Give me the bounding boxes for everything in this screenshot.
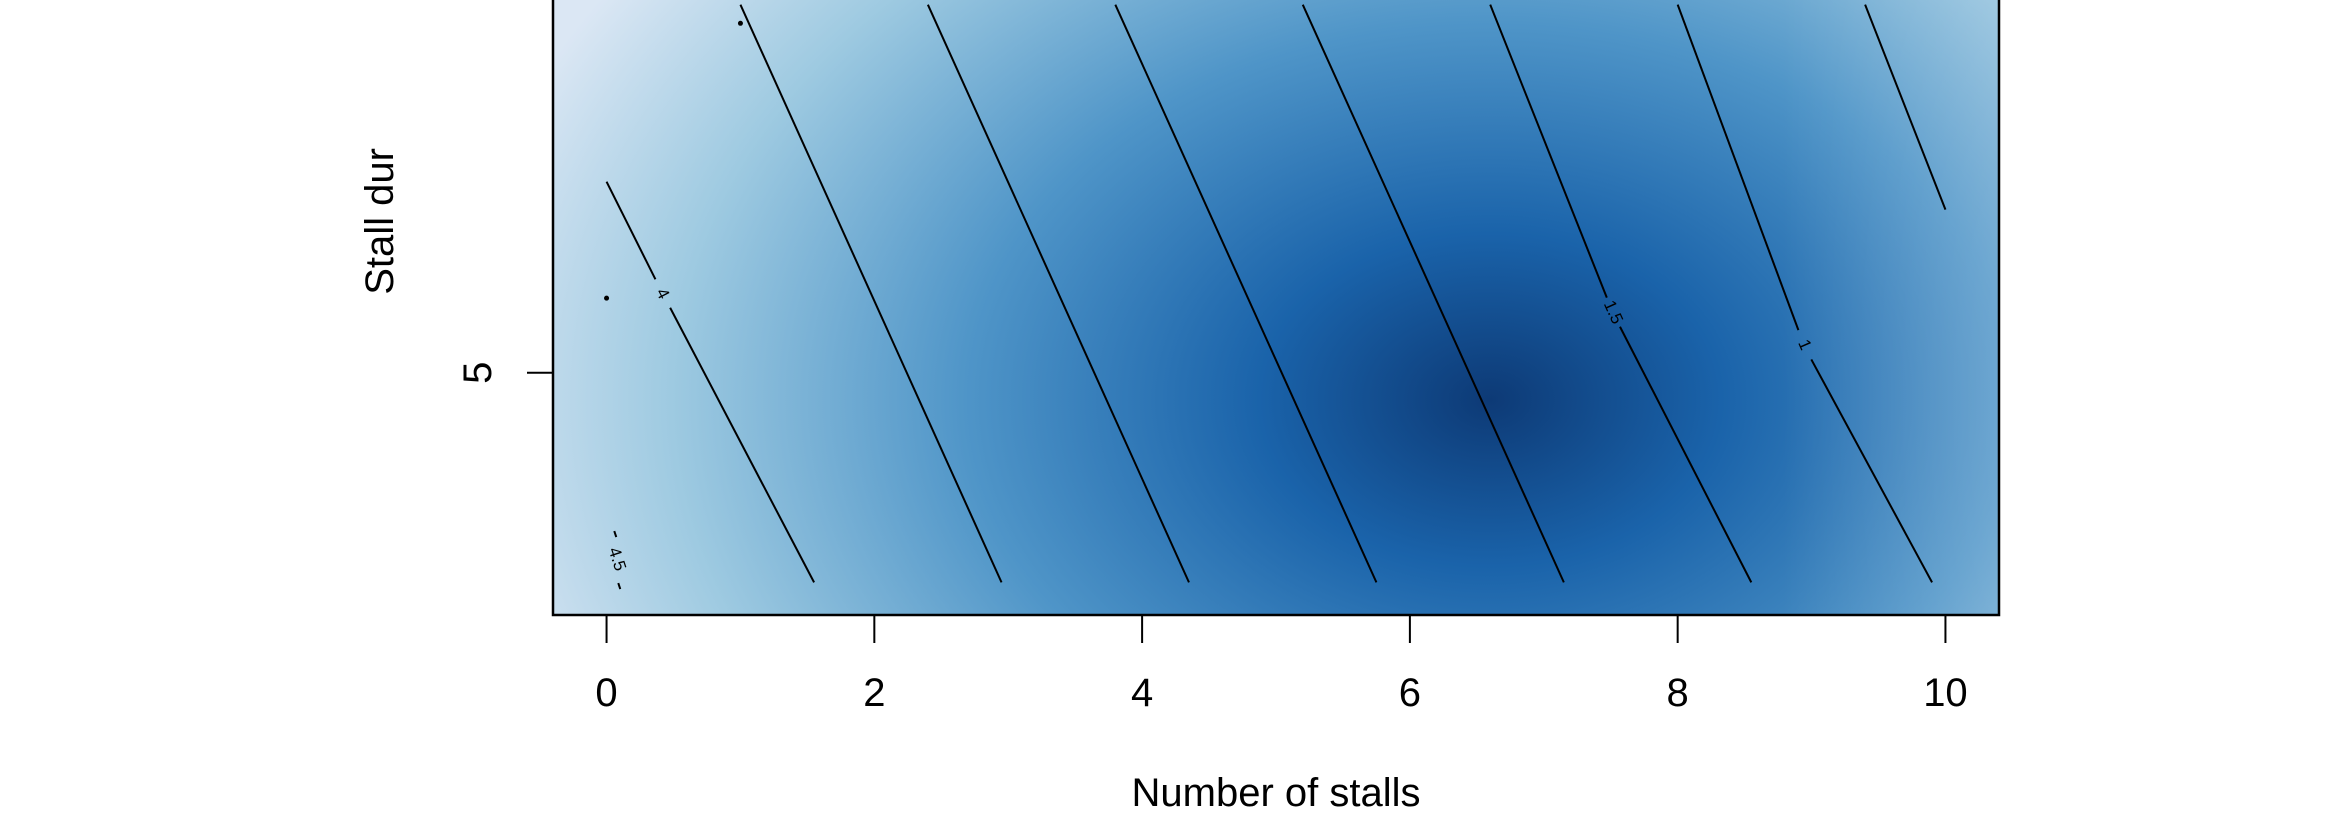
contour-line — [1810, 358, 1933, 583]
heatmap-fade — [553, 0, 1999, 615]
contour-line — [1619, 326, 1753, 583]
contour-line — [1114, 4, 1378, 583]
x-tick-label: 10 — [1923, 671, 1968, 715]
contour-line — [605, 181, 657, 280]
contour-line — [1864, 4, 1947, 211]
x-tick-label: 8 — [1667, 671, 1689, 715]
x-axis-title: Number of stalls — [1132, 771, 1421, 815]
contour-line — [1489, 4, 1608, 298]
contour-line — [1676, 4, 1800, 331]
contour-line — [669, 307, 815, 583]
contour-line — [926, 4, 1190, 583]
y-axis: 5 — [456, 362, 553, 384]
contour-line — [617, 582, 622, 590]
contour-dot — [737, 20, 743, 26]
contour-line — [613, 530, 618, 538]
contour-dot — [604, 295, 610, 301]
x-tick-label: 0 — [595, 671, 617, 715]
x-tick-label: 2 — [863, 671, 885, 715]
x-tick-label: 6 — [1399, 671, 1421, 715]
y-axis-title: Stall dur — [358, 148, 402, 295]
contour-lines — [605, 4, 1947, 583]
contour-line — [1301, 4, 1565, 583]
y-tick-label: 5 — [456, 362, 500, 384]
contour-line — [739, 4, 1003, 583]
x-axis: 0 2 4 6 8 10 — [595, 614, 1968, 715]
x-tick-label: 4 — [1131, 671, 1153, 715]
